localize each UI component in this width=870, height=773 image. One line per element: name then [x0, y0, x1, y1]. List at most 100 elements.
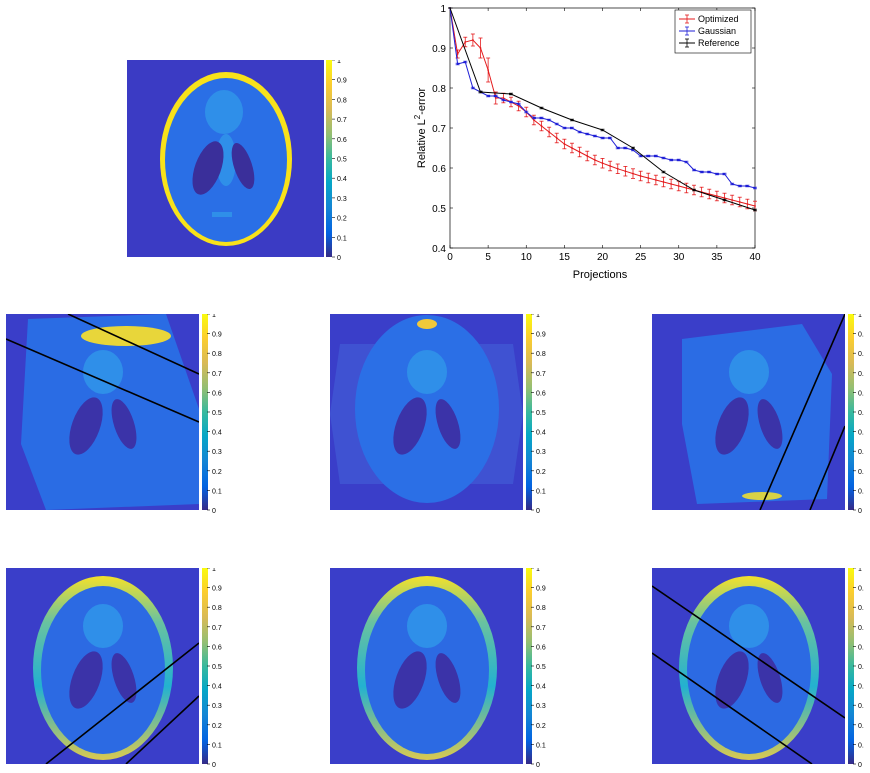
colorbar-gradient	[848, 568, 854, 764]
colorbar-tick-label: 0.7	[536, 371, 546, 378]
data-point	[510, 101, 512, 103]
data-point	[555, 137, 558, 139]
data-point	[487, 95, 490, 97]
data-point	[464, 61, 467, 63]
colorbar-tick-label: 1	[536, 314, 540, 319]
colorbar-tick-label: 0.2	[536, 723, 546, 730]
colorbar-tick-label: 0.9	[212, 332, 222, 339]
reconstruction-right-ventricle	[435, 653, 461, 703]
data-point	[540, 107, 543, 109]
data-point	[693, 189, 695, 191]
colorbar-tick-label: 0.	[858, 644, 864, 651]
colorbar-tick-label: 0.5	[212, 410, 222, 417]
data-point	[517, 103, 520, 105]
series-optimized	[448, 7, 757, 212]
colorbar-tick-label: 0.5	[212, 664, 222, 671]
projection-line	[45, 642, 199, 764]
x-tick-label: 40	[749, 252, 761, 263]
colorbar-tick-label: 0.	[858, 586, 864, 593]
legend-item-reference: Reference	[679, 38, 740, 48]
y-tick-label: 0.9	[432, 44, 446, 55]
data-point	[670, 183, 673, 185]
reconstruction-left-ventricle	[393, 651, 427, 709]
colorbar-tick-label: 0.1	[212, 742, 222, 749]
reconstruction-bright-spot	[417, 319, 437, 329]
data-point	[662, 171, 665, 173]
colorbar-tick-label: 0.4	[536, 684, 546, 691]
reconstruction-right-ventricle	[757, 399, 783, 449]
data-point	[639, 155, 642, 157]
data-point	[555, 123, 558, 125]
legend-label: Reference	[698, 38, 740, 48]
data-point	[609, 165, 612, 167]
projection-line	[652, 652, 813, 764]
colorbar-ticks: 0 0.1 0.2 0.3 0.4 0.5 0.6 0.7 0.8 0.9 1	[332, 58, 347, 262]
projection-line	[125, 695, 199, 764]
data-point	[525, 111, 528, 113]
reconstruction-right-ventricle	[111, 653, 137, 703]
ylabel-prefix: Relative L	[416, 119, 428, 168]
data-point	[494, 97, 497, 99]
data-point	[479, 47, 482, 49]
reconstruction-left-ventricle	[393, 397, 427, 455]
data-point	[715, 195, 718, 197]
colorbar-tick-label: 0.9	[536, 586, 546, 593]
colorbar-tick-label: 0.6	[212, 390, 222, 397]
colorbar-tick-label: 0	[212, 762, 216, 768]
error-chart-svg: 0 5 10 15 20 25 30 35 40 0.4 0.5 0.6 0.7 0.8 0.9 1 Rela…	[413, 4, 761, 281]
reconstruction-panel-3: 0 0. 0. 0. 0. 0. 0. 0. 0. 0. 1	[652, 312, 870, 519]
colorbar-tick-label: 0.	[858, 430, 864, 437]
colorbar-tick-label: 0.1	[337, 235, 347, 242]
data-point	[662, 181, 665, 183]
colorbar-tick-label: 0.	[858, 488, 864, 495]
image-content	[652, 314, 845, 510]
reference-phantom-panel: 0 0.1 0.2 0.3 0.4 0.5 0.6 0.7 0.8 0.9 1	[127, 58, 347, 262]
colorbar-tick-label: 0.4	[212, 684, 222, 691]
data-point	[586, 155, 589, 157]
y-tick-label: 1	[440, 4, 446, 15]
data-point	[723, 173, 726, 175]
colorbar-tick-label: 0.8	[337, 97, 347, 104]
colorbar-tick-label: 0.9	[337, 78, 347, 85]
data-point	[517, 105, 520, 107]
data-point	[601, 129, 604, 131]
colorbar-tick-label: 0.	[858, 332, 864, 339]
reconstruction-bright-spot	[742, 492, 782, 500]
phantom-top-blob	[205, 90, 243, 134]
colorbar-tick-label: 1	[858, 568, 862, 573]
data-point	[685, 161, 688, 163]
data-point	[471, 39, 474, 41]
colorbar-tick-label: 0.7	[212, 625, 222, 632]
ylabel-suffix: -error	[416, 88, 428, 115]
colorbar-gradient	[526, 314, 532, 510]
data-point	[654, 155, 657, 157]
colorbar-gradient	[526, 568, 532, 764]
data-point	[532, 117, 535, 119]
colorbar-gradient	[202, 568, 208, 764]
data-point	[609, 137, 612, 139]
data-point	[601, 162, 604, 165]
data-point	[738, 201, 741, 203]
colorbar-tick-label: 0.	[858, 469, 864, 476]
data-point	[456, 63, 459, 65]
x-tick-label: 15	[559, 252, 571, 263]
reconstruction-image-4: 0 0.1 0.2 0.3 0.4 0.5 0.6 0.7 0.8 0.9 1	[6, 566, 222, 769]
data-point	[578, 131, 581, 133]
y-tick-label: 0.8	[432, 84, 446, 95]
reconstruction-panel-6: 0 0. 0. 0. 0. 0. 0. 0. 0. 0. 1	[652, 566, 870, 773]
data-point	[563, 127, 566, 129]
error-chart: 0 5 10 15 20 25 30 35 40 0.4 0.5 0.6 0.7 0.8 0.9 1 Rela…	[410, 0, 770, 290]
data-point	[540, 125, 543, 127]
colorbar-tick-label: 0.2	[337, 216, 347, 223]
reconstruction-left-ventricle	[69, 397, 103, 455]
colorbar-tick-label: 1	[858, 314, 862, 319]
y-tick-label: 0.7	[432, 124, 446, 135]
reconstruction-top-blob	[729, 604, 769, 648]
colorbar-tick-label: 0.	[858, 351, 864, 358]
colorbar-gradient	[202, 314, 208, 510]
reconstruction-top-blob	[407, 604, 447, 648]
colorbar-tick-label: 0.4	[337, 176, 347, 183]
chart-legend: Optimized Gaussian Reference	[674, 9, 752, 54]
legend-item-optimized: Optimized	[679, 14, 739, 24]
colorbar-tick-label: 0.3	[536, 449, 546, 456]
